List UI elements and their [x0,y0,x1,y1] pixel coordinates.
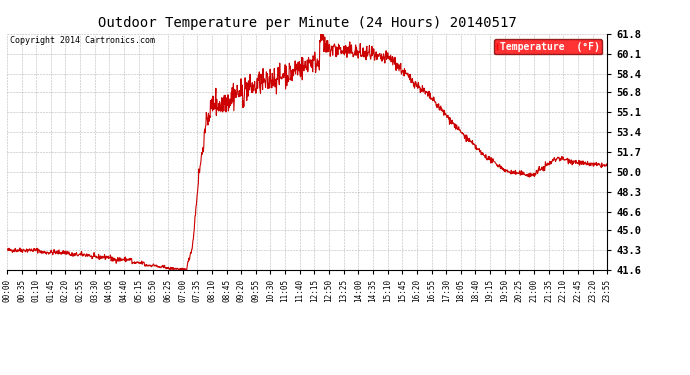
Title: Outdoor Temperature per Minute (24 Hours) 20140517: Outdoor Temperature per Minute (24 Hours… [98,16,516,30]
Text: Copyright 2014 Cartronics.com: Copyright 2014 Cartronics.com [10,36,155,45]
Legend: Temperature  (°F): Temperature (°F) [494,39,602,54]
